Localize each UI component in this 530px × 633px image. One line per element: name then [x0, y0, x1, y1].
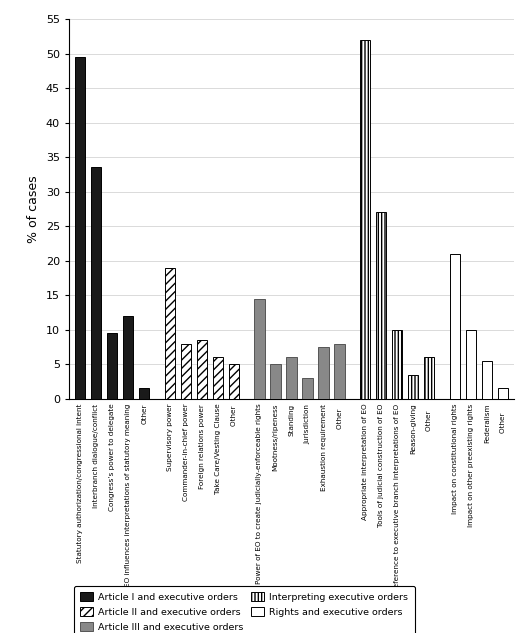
Bar — [139, 389, 149, 399]
Bar — [286, 358, 297, 399]
Bar — [424, 358, 435, 399]
Bar — [75, 57, 85, 399]
Bar — [213, 358, 223, 399]
Bar — [408, 375, 418, 399]
Bar — [270, 364, 281, 399]
Bar — [466, 330, 476, 399]
Bar — [181, 344, 191, 399]
Bar — [360, 40, 370, 399]
Bar — [498, 389, 508, 399]
Y-axis label: % of cases: % of cases — [27, 175, 40, 242]
Bar — [376, 212, 386, 399]
Bar — [91, 168, 101, 399]
Bar — [482, 361, 492, 399]
Bar — [334, 344, 344, 399]
Bar — [197, 340, 207, 399]
Bar — [319, 347, 329, 399]
Legend: Article I and executive orders, Article II and executive orders, Article III and: Article I and executive orders, Article … — [74, 586, 414, 633]
Bar — [392, 330, 402, 399]
Bar — [228, 364, 239, 399]
Bar — [165, 268, 175, 399]
Bar — [302, 378, 313, 399]
Bar — [254, 299, 264, 399]
Bar — [107, 333, 117, 399]
Bar — [123, 316, 134, 399]
Bar — [449, 254, 460, 399]
